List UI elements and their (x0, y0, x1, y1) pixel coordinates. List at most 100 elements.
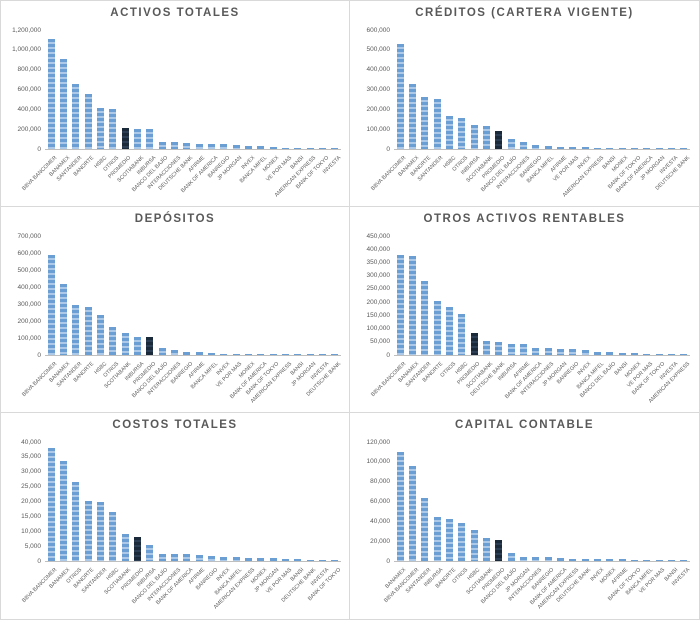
chart-title: OTROS ACTIVOS RENTABLES (423, 213, 626, 225)
bar (208, 555, 215, 561)
bar (72, 83, 80, 149)
chart-panel-otros-activos-rentables: OTROS ACTIVOS RENTABLES 0 50,000 100,000 15… (350, 207, 699, 413)
y-axis-tick-label: 200,000 (17, 125, 42, 133)
bar (680, 148, 688, 149)
bar (306, 148, 314, 149)
bar (269, 146, 277, 149)
bar (282, 354, 289, 355)
bar (195, 352, 203, 355)
y-axis-tick-label: 450,000 (366, 232, 391, 240)
bar (433, 517, 441, 561)
chart-panel-creditos: CRÉDITOS (CARTERA VIGENTE) 0 100,000 200,0… (350, 1, 699, 207)
y-axis-tick-label: 5,000 (24, 542, 41, 550)
bar (606, 559, 614, 561)
bar (47, 254, 55, 355)
y-axis-tick-label: 60,000 (370, 498, 390, 505)
y-axis-tick-label: 0 (386, 557, 390, 565)
bar (269, 354, 277, 355)
y-axis-tick-label: 40,000 (21, 438, 41, 446)
bar-promedio (146, 337, 154, 355)
bar (409, 83, 416, 149)
bar (433, 301, 441, 355)
bar (618, 148, 626, 149)
bar (520, 556, 527, 561)
bar (220, 144, 228, 149)
bar (680, 354, 688, 355)
chart-panel-depositos: DEPÓSITOS 0 100,000 200,000 300,000 400,000 5… (1, 207, 350, 413)
bar (458, 314, 466, 355)
bar (483, 538, 490, 561)
y-axis-tick-label: 200,000 (366, 298, 391, 306)
bar (557, 146, 564, 149)
x-axis-line (45, 149, 341, 150)
bar (532, 144, 540, 149)
bar (668, 560, 675, 561)
bar (158, 347, 166, 355)
bar (319, 148, 326, 149)
bar (507, 343, 515, 355)
bar (257, 354, 265, 355)
x-axis-line (45, 355, 341, 356)
y-axis-tick-label: 30,000 (21, 468, 41, 476)
bar (594, 147, 601, 149)
bar (331, 560, 339, 561)
y-axis-tick-label: 200,000 (366, 105, 391, 113)
bar (581, 559, 589, 561)
bar (643, 148, 651, 149)
y-axis-tick-label: 600,000 (17, 249, 42, 257)
bar (458, 523, 466, 561)
bar (520, 344, 527, 355)
bar (421, 497, 429, 561)
bar (183, 554, 191, 561)
bar (606, 148, 614, 149)
bar (220, 556, 228, 561)
chart-title: CRÉDITOS (CARTERA VIGENTE) (415, 7, 634, 19)
bar (446, 115, 453, 149)
bar (60, 283, 67, 355)
plot-area: 0 200,000 400,000 600,000 800,000 1,000,000 1,… (1, 1, 349, 206)
bar (97, 314, 104, 355)
bar (134, 128, 141, 149)
bar (495, 341, 503, 355)
bar (97, 502, 104, 561)
plot-area: 0 20,000 40,000 60,000 80,000 100,000 120,000 B… (350, 413, 699, 619)
y-axis-tick-label: 80,000 (370, 478, 390, 486)
bar (195, 143, 203, 149)
bar (655, 354, 663, 355)
y-axis-tick-label: 700,000 (17, 232, 42, 240)
bar (544, 557, 552, 561)
y-axis-tick-label: 25,000 (21, 483, 41, 491)
bar (146, 545, 154, 561)
bar (618, 559, 626, 561)
bar (232, 557, 240, 561)
bar (319, 354, 326, 355)
bar (257, 146, 265, 149)
x-axis-line (394, 561, 690, 562)
bar (421, 97, 429, 149)
bar (331, 354, 339, 355)
bar (47, 447, 55, 561)
bar (581, 349, 589, 355)
y-axis-tick-label: 800,000 (17, 66, 42, 74)
chart-title: CAPITAL CONTABLE (455, 419, 594, 431)
y-axis-tick-label: 50,000 (370, 338, 390, 346)
bar (171, 349, 178, 355)
bar (606, 352, 614, 355)
bar (60, 460, 67, 561)
bar (544, 347, 552, 355)
plot-area: 0 100,000 200,000 300,000 400,000 500,000 600,… (1, 207, 349, 412)
bar (158, 553, 166, 561)
bar (668, 354, 675, 355)
y-axis-tick-label: 300,000 (17, 300, 42, 308)
bar (72, 304, 80, 355)
y-axis-tick-label: 35,000 (21, 453, 41, 461)
bar (282, 147, 289, 149)
bar (183, 351, 191, 355)
y-axis-tick-label: 100,000 (17, 334, 42, 342)
y-axis-tick-label: 600,000 (366, 26, 391, 34)
bar (109, 511, 117, 561)
bar (306, 354, 314, 355)
y-axis-tick-label: 500,000 (366, 46, 391, 54)
bar (569, 558, 577, 561)
y-axis-tick-label: 400,000 (366, 245, 391, 253)
